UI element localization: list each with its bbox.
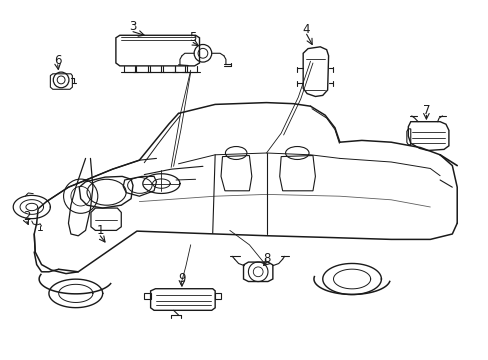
Text: 4: 4 [302,23,310,36]
Text: 3: 3 [129,21,137,33]
Text: 1: 1 [96,224,104,237]
Text: 8: 8 [262,252,270,265]
Text: 5: 5 [189,31,197,44]
Text: 2: 2 [23,210,31,222]
Text: 6: 6 [54,54,61,67]
Text: 7: 7 [422,104,429,117]
Text: 9: 9 [178,273,185,285]
